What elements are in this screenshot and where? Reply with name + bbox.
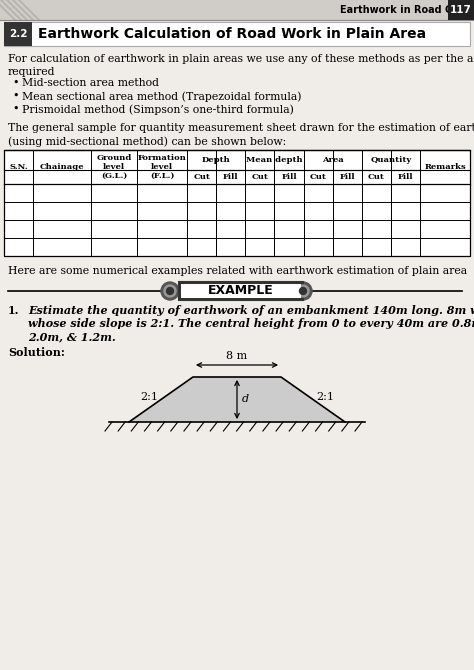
Text: Earthwork Calculation of Road Work in Plain Area: Earthwork Calculation of Road Work in Pl… [38, 27, 426, 41]
Text: Cut: Cut [251, 173, 268, 181]
Bar [0, 0, 474, 20]
Text: required: required [8, 67, 55, 77]
Text: Solution:: Solution: [8, 347, 65, 358]
Text: •: • [12, 78, 18, 88]
Text: Mid-section area method: Mid-section area method [22, 78, 159, 88]
Text: Earthwork in Road Construction: Earthwork in Road Construction [340, 5, 474, 15]
Text: Here are some numerical examples related with earthwork estimation of plain area: Here are some numerical examples related… [8, 266, 467, 276]
Circle shape [297, 285, 309, 297]
Bar [179, 282, 303, 300]
Text: Cut: Cut [310, 173, 327, 181]
Text: S.N.: S.N. [9, 163, 28, 171]
Text: Area: Area [322, 156, 344, 164]
Bar [4, 22, 470, 46]
Circle shape [164, 285, 176, 297]
Text: Fill: Fill [398, 173, 413, 181]
Text: 8 m: 8 m [227, 351, 247, 361]
Text: Depth: Depth [202, 156, 230, 164]
Text: Mean depth: Mean depth [246, 156, 303, 164]
Polygon shape [129, 377, 345, 422]
Text: •: • [12, 104, 18, 114]
Bar [448, 0, 474, 20]
Text: Cut: Cut [193, 173, 210, 181]
Bar [4, 150, 470, 256]
Text: EXAMPLE: EXAMPLE [208, 285, 274, 297]
Text: Mean sectional area method (Trapezoidal formula): Mean sectional area method (Trapezoidal … [22, 91, 301, 102]
Circle shape [166, 287, 173, 295]
Circle shape [161, 282, 179, 300]
Bar [4, 22, 32, 46]
Text: (using mid-sectional method) can be shown below:: (using mid-sectional method) can be show… [8, 136, 286, 147]
Text: Remarks: Remarks [424, 163, 466, 171]
Text: 2.2: 2.2 [9, 29, 27, 39]
Text: 1.: 1. [8, 305, 19, 316]
Text: Prismoidal method (Simpson’s one-third formula): Prismoidal method (Simpson’s one-third f… [22, 104, 294, 115]
Text: d: d [242, 395, 249, 405]
Text: Estimate the quantity of earthwork of an embankment 140m long. 8m wide road: Estimate the quantity of earthwork of an… [28, 305, 474, 316]
Bar [181, 284, 301, 298]
Text: Formation
level
(F.L.): Formation level (F.L.) [137, 154, 187, 180]
Text: 117: 117 [450, 5, 472, 15]
Text: Chainage: Chainage [40, 163, 84, 171]
Text: The general sample for quantity measurement sheet drawn for the estimation of ea: The general sample for quantity measurem… [8, 123, 474, 133]
Text: 2:1: 2:1 [140, 391, 158, 401]
Text: Fill: Fill [223, 173, 238, 181]
Text: whose side slope is 2:1. The central height from 0 to every 40m are 0.8m, 1.5m, : whose side slope is 2:1. The central hei… [28, 318, 474, 329]
Text: 2.0m, & 1.2m.: 2.0m, & 1.2m. [28, 331, 116, 342]
Text: Quantity: Quantity [370, 156, 411, 164]
Circle shape [294, 282, 312, 300]
Text: For calculation of earthwork in plain areas we use any of these methods as per t: For calculation of earthwork in plain ar… [8, 54, 474, 64]
Circle shape [300, 287, 307, 295]
Text: Cut: Cut [368, 173, 385, 181]
Text: •: • [12, 91, 18, 101]
Text: Fill: Fill [339, 173, 355, 181]
Text: Fill: Fill [281, 173, 297, 181]
Text: Ground
level
(G.L.): Ground level (G.L.) [97, 154, 132, 180]
Text: 2:1: 2:1 [316, 391, 334, 401]
